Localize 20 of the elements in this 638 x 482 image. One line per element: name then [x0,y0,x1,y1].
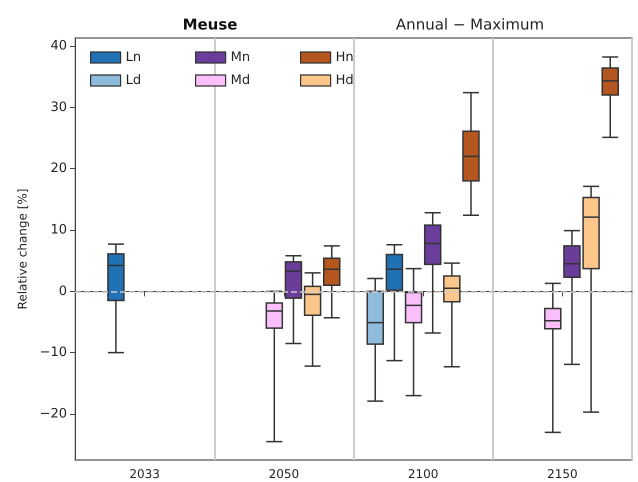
x-tick-label: 2100 [408,467,438,481]
x-tick-label: 2150 [547,467,578,481]
y-axis-title: Relative change [%] [16,188,30,310]
legend-label: Ld [126,73,142,88]
y-tick-label: 0 [58,284,67,299]
legend-label: Ln [126,50,142,65]
y-tick-label: −20 [40,406,67,422]
y-tick-label: −10 [40,345,67,360]
legend-label: Md [230,73,250,88]
legend-label: Mn [230,50,250,65]
y-tick-label: 40 [50,38,67,54]
chart-subtitle: Annual − Maximum [396,16,544,34]
y-tick-label: 20 [50,161,67,176]
y-tick-label: 10 [50,222,67,238]
y-tick-label: 30 [50,100,67,115]
x-tick-label: 2050 [268,467,300,481]
legend-label: Hn [336,50,354,65]
x-tick-label: 2033 [129,467,160,481]
chart-title: Meuse [182,16,238,34]
legend-label: Hd [336,73,354,88]
